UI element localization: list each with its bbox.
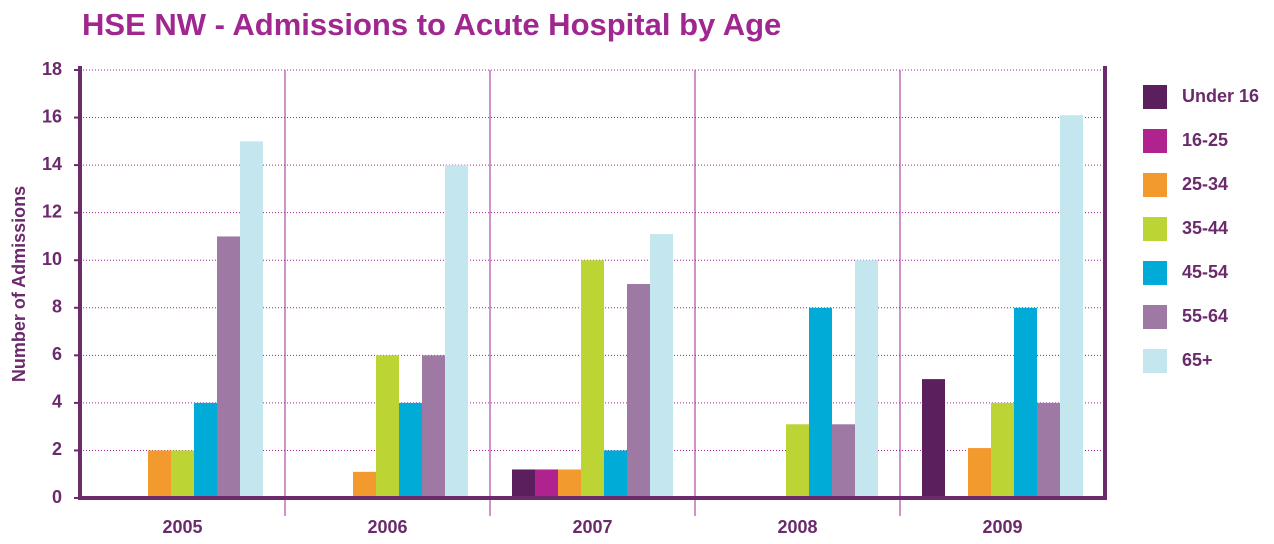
bar xyxy=(558,469,581,498)
x-tick-label: 2008 xyxy=(777,517,817,537)
legend-label: 35-44 xyxy=(1182,218,1228,238)
bar xyxy=(240,141,263,499)
bar xyxy=(171,450,194,498)
y-axis-label: Number of Admissions xyxy=(9,186,29,382)
bar xyxy=(855,260,878,498)
bar xyxy=(832,424,855,498)
bar xyxy=(968,448,991,498)
x-tick-label: 2007 xyxy=(572,517,612,537)
bar xyxy=(445,165,468,498)
bar xyxy=(148,450,171,498)
bar xyxy=(604,450,627,498)
legend-label: 55-64 xyxy=(1182,306,1228,326)
y-tick-label: 12 xyxy=(42,201,62,221)
y-tick-label: 18 xyxy=(42,59,62,79)
bar xyxy=(809,307,832,498)
legend-swatch xyxy=(1143,305,1167,329)
legend-swatch xyxy=(1143,349,1167,373)
x-tick-label: 2009 xyxy=(982,517,1022,537)
y-tick-label: 2 xyxy=(52,439,62,459)
bar xyxy=(627,284,650,498)
bar xyxy=(422,355,445,498)
y-tick-label: 4 xyxy=(52,392,62,412)
chart-title: HSE NW - Admissions to Acute Hospital by… xyxy=(82,7,781,42)
bar xyxy=(1014,307,1037,498)
bar xyxy=(194,402,217,498)
bar xyxy=(922,379,945,498)
bar xyxy=(353,471,376,498)
y-tick-label: 10 xyxy=(42,249,62,269)
y-tick-label: 16 xyxy=(42,106,62,126)
y-tick-label: 8 xyxy=(52,297,62,317)
bar xyxy=(399,402,422,498)
y-tick-label: 14 xyxy=(42,154,62,174)
y-tick-label: 0 xyxy=(52,487,62,507)
bar xyxy=(1060,115,1083,498)
x-tick-label: 2005 xyxy=(162,517,202,537)
legend-swatch xyxy=(1143,217,1167,241)
bar xyxy=(217,236,240,498)
legend-label: 16-25 xyxy=(1182,130,1228,150)
bar xyxy=(512,469,535,498)
bar xyxy=(535,469,558,498)
legend-swatch xyxy=(1143,173,1167,197)
bar xyxy=(376,355,399,498)
legend-swatch xyxy=(1143,129,1167,153)
legend-label: Under 16 xyxy=(1182,86,1259,106)
bar xyxy=(581,260,604,498)
bar xyxy=(786,424,809,498)
bar xyxy=(650,234,673,499)
legend-swatch xyxy=(1143,85,1167,109)
bar xyxy=(991,402,1014,498)
legend-swatch xyxy=(1143,261,1167,285)
y-tick-label: 6 xyxy=(52,344,62,364)
x-tick-label: 2006 xyxy=(367,517,407,537)
legend-label: 25-34 xyxy=(1182,174,1228,194)
bar xyxy=(1037,402,1060,498)
legend-label: 65+ xyxy=(1182,350,1213,370)
legend-label: 45-54 xyxy=(1182,262,1228,282)
